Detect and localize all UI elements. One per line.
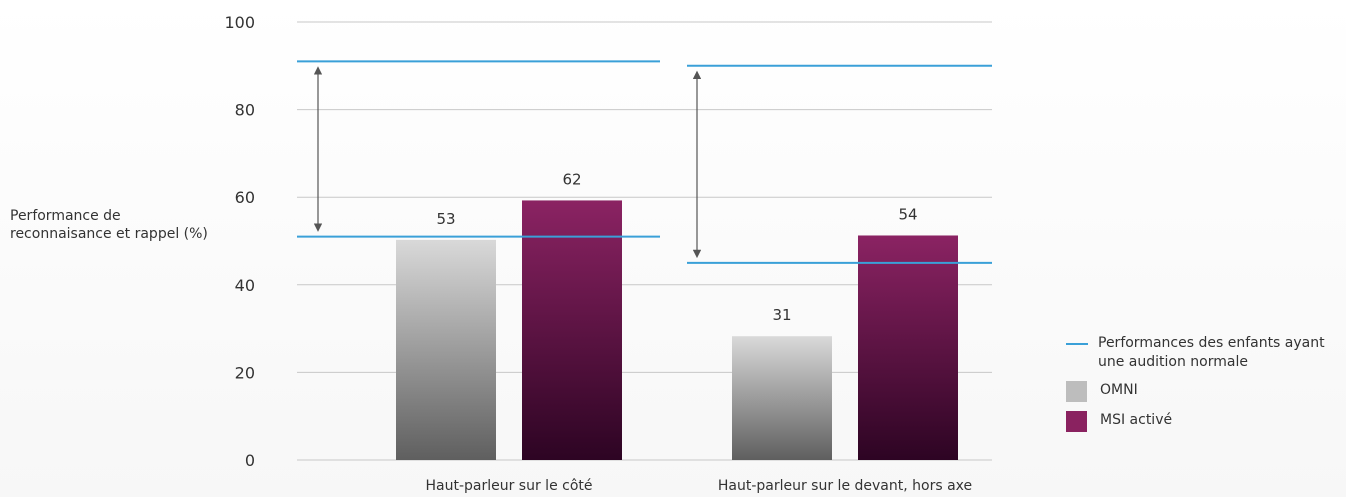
bar-msi (522, 200, 622, 460)
bar-omni (732, 336, 832, 460)
data-label: 62 (562, 170, 581, 188)
legend-label: OMNI (1100, 382, 1138, 398)
y-axis-label: Performance de reconnaisance et rappel (… (10, 208, 208, 242)
bar-omni (396, 239, 496, 460)
legend-item-omni: OMNI (1066, 381, 1346, 402)
legend-label: Performances des enfants ayant une audit… (1098, 335, 1325, 370)
legend-swatch-omni (1066, 381, 1087, 402)
legend-line-marker (1066, 343, 1088, 345)
y-tick-label: 20 (235, 363, 255, 382)
legend-item-normal-hearing: Performances des enfants ayant une audit… (1066, 334, 1346, 372)
y-tick-label: 80 (235, 101, 255, 120)
data-label: 54 (898, 205, 917, 223)
legend: Performances des enfants ayant une audit… (1066, 334, 1346, 441)
y-tick-label: 60 (235, 188, 255, 207)
x-tick-label: Haut-parleur sur le côté (425, 478, 592, 494)
legend-item-msi: MSI activé (1066, 411, 1346, 432)
data-label: 53 (436, 210, 455, 228)
x-tick-label: Haut-parleur sur le devant, hors axe (718, 478, 972, 494)
legend-swatch-msi (1066, 411, 1087, 432)
y-tick-label: 0 (245, 451, 255, 470)
y-tick-label: 100 (224, 13, 255, 32)
bar-msi (858, 235, 958, 460)
legend-label: MSI activé (1100, 412, 1173, 428)
data-label: 31 (772, 306, 791, 324)
y-tick-label: 40 (235, 276, 255, 295)
